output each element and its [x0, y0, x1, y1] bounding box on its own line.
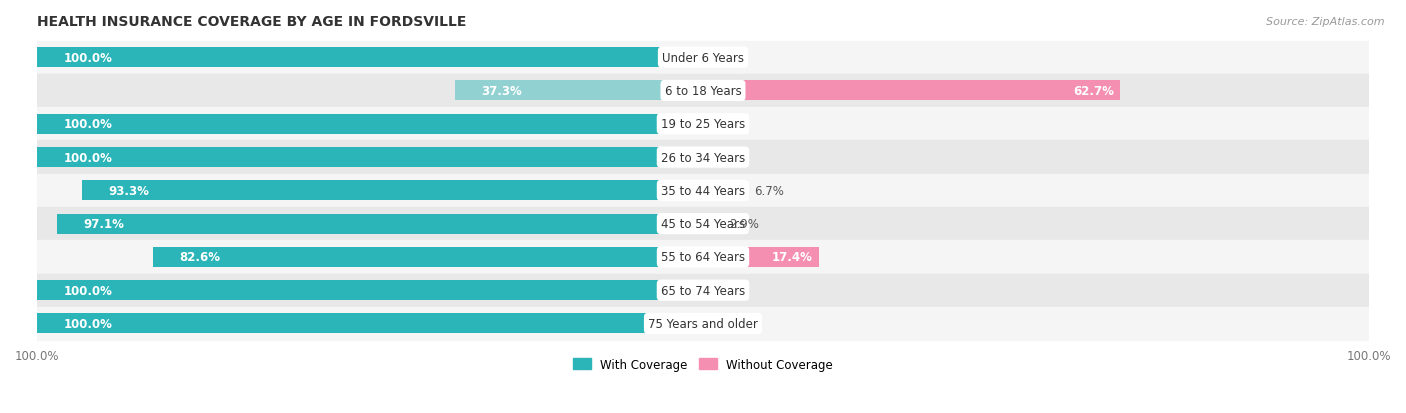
Bar	[37, 141, 1369, 174]
Bar	[703, 181, 748, 201]
Bar	[37, 274, 1369, 307]
Text: Under 6 Years: Under 6 Years	[662, 52, 744, 64]
Bar	[37, 314, 703, 334]
Text: 17.4%: 17.4%	[772, 251, 813, 264]
Text: 6.7%: 6.7%	[754, 184, 785, 197]
Bar	[37, 75, 1369, 108]
Bar	[37, 280, 703, 300]
Text: Source: ZipAtlas.com: Source: ZipAtlas.com	[1267, 17, 1385, 26]
Text: 65 to 74 Years: 65 to 74 Years	[661, 284, 745, 297]
Bar	[703, 247, 818, 267]
Text: 35 to 44 Years: 35 to 44 Years	[661, 184, 745, 197]
Bar	[37, 114, 703, 134]
Text: 82.6%: 82.6%	[180, 251, 221, 264]
Text: 93.3%: 93.3%	[108, 184, 149, 197]
Text: HEALTH INSURANCE COVERAGE BY AGE IN FORDSVILLE: HEALTH INSURANCE COVERAGE BY AGE IN FORD…	[37, 15, 467, 29]
Text: 45 to 54 Years: 45 to 54 Years	[661, 218, 745, 230]
Bar	[153, 247, 703, 267]
Text: 97.1%: 97.1%	[83, 218, 124, 230]
Legend: With Coverage, Without Coverage: With Coverage, Without Coverage	[568, 353, 838, 375]
Text: 100.0%: 100.0%	[63, 118, 112, 131]
Text: 100.0%: 100.0%	[63, 52, 112, 64]
Text: 55 to 64 Years: 55 to 64 Years	[661, 251, 745, 264]
Bar	[703, 81, 1121, 101]
Bar	[37, 148, 703, 168]
Bar	[37, 241, 1369, 274]
Bar	[37, 307, 1369, 340]
Bar	[37, 174, 1369, 207]
Text: 19 to 25 Years: 19 to 25 Years	[661, 118, 745, 131]
Text: 100.0%: 100.0%	[63, 284, 112, 297]
Text: 62.7%: 62.7%	[1073, 85, 1114, 98]
Text: 75 Years and older: 75 Years and older	[648, 317, 758, 330]
Text: 26 to 34 Years: 26 to 34 Years	[661, 151, 745, 164]
Text: 2.9%: 2.9%	[728, 218, 759, 230]
Text: 6 to 18 Years: 6 to 18 Years	[665, 85, 741, 98]
Bar	[56, 214, 703, 234]
Bar	[82, 181, 703, 201]
Bar	[37, 48, 703, 68]
Text: 100.0%: 100.0%	[63, 151, 112, 164]
Bar	[454, 81, 703, 101]
Text: 37.3%: 37.3%	[481, 85, 522, 98]
Bar	[37, 41, 1369, 75]
Bar	[703, 214, 723, 234]
Text: 100.0%: 100.0%	[63, 317, 112, 330]
Bar	[37, 207, 1369, 241]
Bar	[37, 108, 1369, 141]
